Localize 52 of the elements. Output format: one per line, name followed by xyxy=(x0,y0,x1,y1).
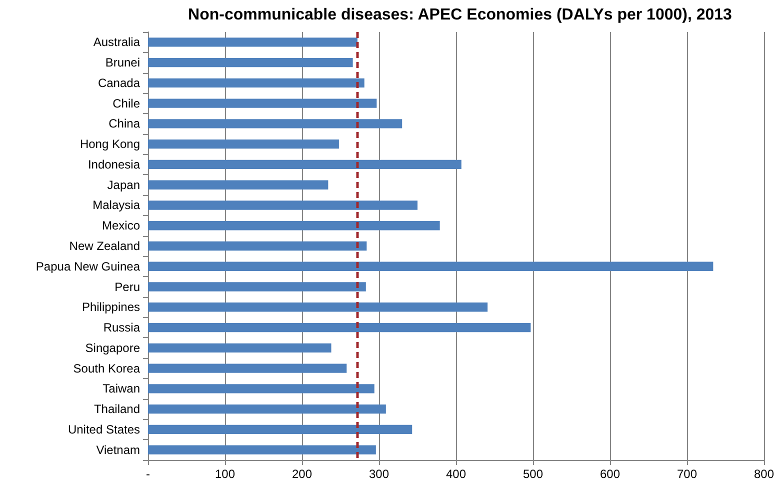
bar xyxy=(148,445,376,454)
y-tick-label: Philippines xyxy=(82,300,140,314)
y-tick-label: Malaysia xyxy=(92,198,140,212)
y-tick-label: New Zealand xyxy=(69,239,140,253)
y-tick-label: United States xyxy=(68,422,140,436)
bar xyxy=(148,384,374,394)
x-tick-label: 200 xyxy=(292,467,312,481)
x-tick-label: - xyxy=(146,467,150,481)
x-tick-label: 700 xyxy=(676,467,698,481)
y-tick-label: Russia xyxy=(103,320,140,335)
x-tick-label: 400 xyxy=(446,467,466,481)
y-tick-label: Indonesia xyxy=(88,157,140,172)
y-tick-label: Brunei xyxy=(105,56,140,70)
bar xyxy=(148,119,402,128)
bar xyxy=(148,160,462,170)
bar xyxy=(148,424,412,434)
y-tick-label: Singapore xyxy=(85,340,140,355)
bar xyxy=(148,302,488,312)
bar xyxy=(148,58,353,68)
y-tick-label: Chile xyxy=(112,96,140,110)
y-tick-label: Mexico xyxy=(102,218,140,233)
bar xyxy=(148,140,339,149)
x-tick-label: 300 xyxy=(368,467,390,481)
y-tick-label: Taiwan xyxy=(102,382,140,396)
bar xyxy=(148,180,328,190)
y-tick-label: Australia xyxy=(93,35,140,50)
x-tick-label: 800 xyxy=(754,467,774,481)
bar xyxy=(148,38,358,47)
y-tick-label: Vietnam xyxy=(96,442,140,457)
chart-title: Non-communicable diseases: APEC Economies (DALYs per 1000), 2013 xyxy=(188,6,732,24)
y-tick-label: Papua New Guinea xyxy=(36,259,140,274)
bar xyxy=(148,322,531,332)
x-tick-label: 500 xyxy=(522,467,544,481)
y-tick-label: Hong Kong xyxy=(80,137,140,152)
bar xyxy=(148,282,366,292)
x-tick-label: 600 xyxy=(600,467,620,481)
bar xyxy=(148,78,364,88)
y-tick-label: China xyxy=(108,116,140,131)
x-tick-label: 100 xyxy=(214,467,236,481)
y-tick-label: Japan xyxy=(107,178,140,192)
bar xyxy=(148,364,347,373)
bar xyxy=(148,221,440,230)
y-tick-label: Peru xyxy=(114,280,140,294)
bar xyxy=(148,200,418,210)
y-tick-label: Canada xyxy=(98,76,140,90)
bar xyxy=(148,343,332,352)
y-tick-label: Thailand xyxy=(94,402,140,416)
bar xyxy=(148,98,377,108)
bar xyxy=(148,241,367,251)
bar xyxy=(148,262,714,271)
y-tick-label: South Korea xyxy=(73,361,140,376)
bar xyxy=(148,404,386,414)
